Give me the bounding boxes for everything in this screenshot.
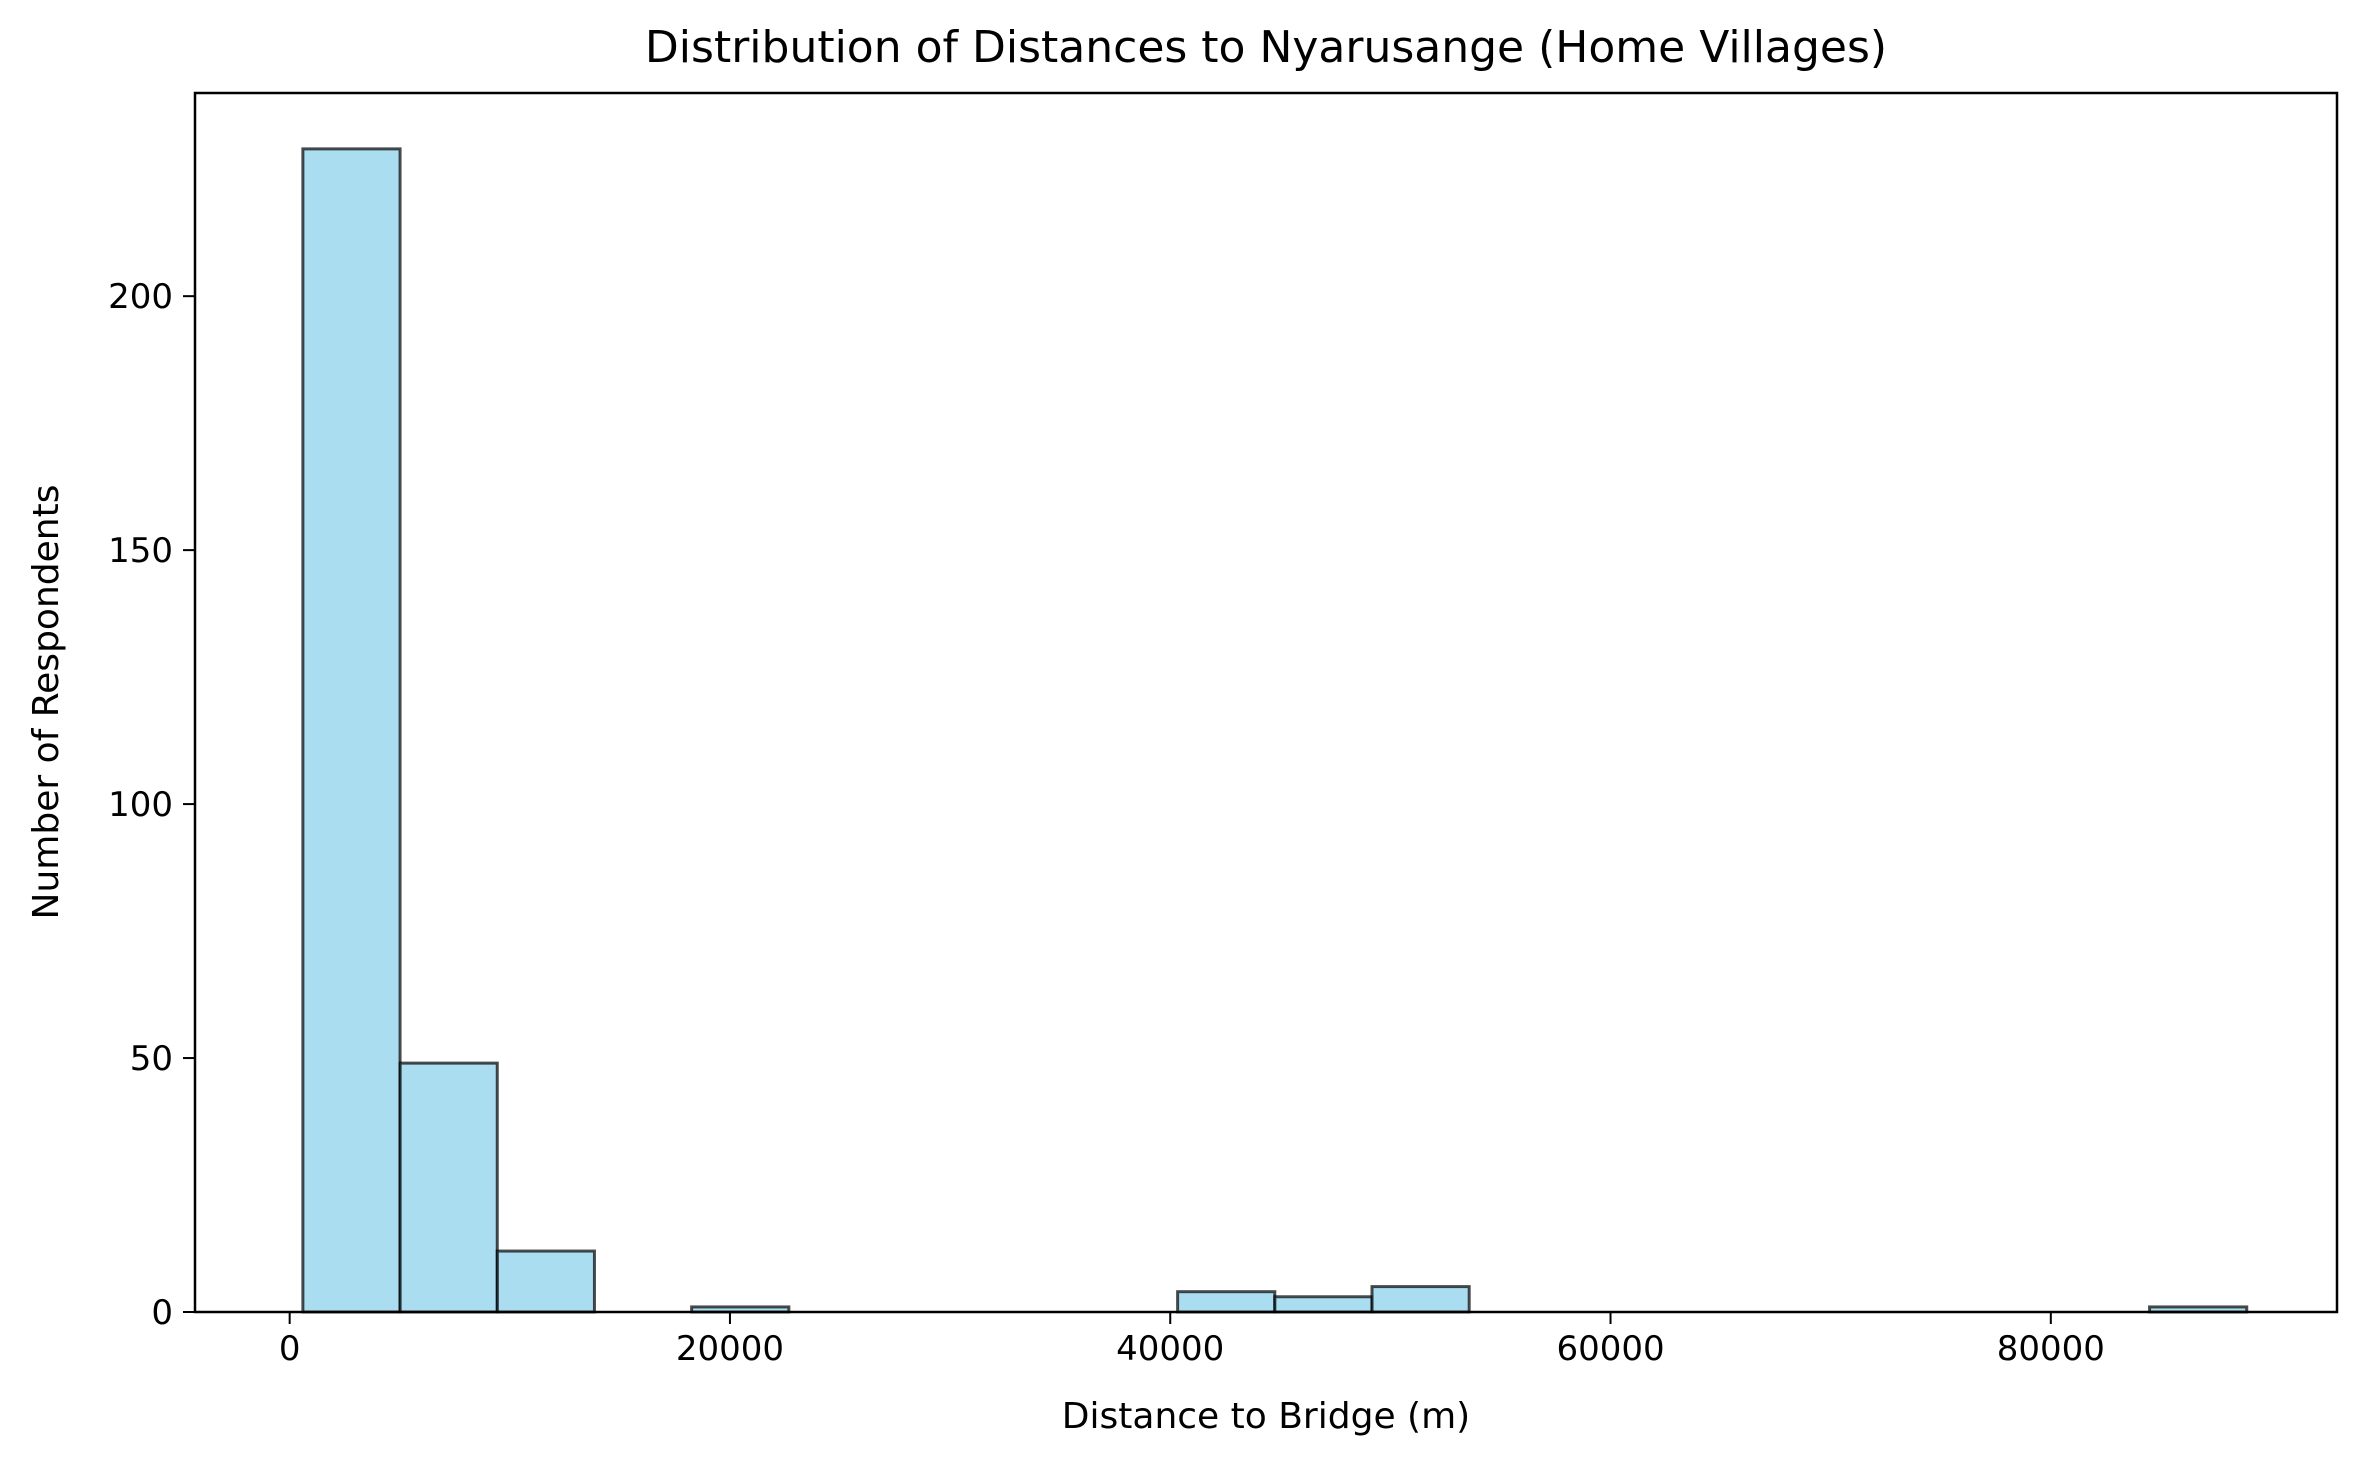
- histogram-bar: [1273, 1295, 1374, 1314]
- x-axis: 0 20000 40000 60000 80000: [279, 1312, 2105, 1369]
- histogram-bar: [398, 1061, 499, 1314]
- y-tick-label: 150: [108, 531, 173, 571]
- x-tick-label: 20000: [676, 1329, 784, 1369]
- y-tick-label: 0: [151, 1293, 173, 1333]
- x-tick-label: 60000: [1556, 1329, 1664, 1369]
- histogram-bar: [495, 1249, 596, 1314]
- y-tick-label: 100: [108, 785, 173, 825]
- histogram-bar: [1176, 1290, 1277, 1314]
- y-tick-label: 50: [130, 1039, 173, 1079]
- histogram-bar: [301, 147, 402, 1314]
- y-tick-label: 200: [108, 277, 173, 317]
- y-axis-label: Number of Respondents: [26, 485, 67, 920]
- x-tick-label: 40000: [1116, 1329, 1224, 1369]
- x-tick-label: 80000: [1997, 1329, 2105, 1369]
- plot-area: [301, 147, 2249, 1314]
- x-tick-label: 0: [279, 1329, 301, 1369]
- histogram-bar: [1370, 1285, 1471, 1314]
- y-axis: 0 50 100 150 200: [108, 277, 195, 1333]
- x-axis-label: Distance to Bridge (m): [1062, 1396, 1470, 1437]
- chart-title: Distribution of Distances to Nyarusange …: [645, 22, 1887, 73]
- axes-frame: [193, 91, 2339, 1314]
